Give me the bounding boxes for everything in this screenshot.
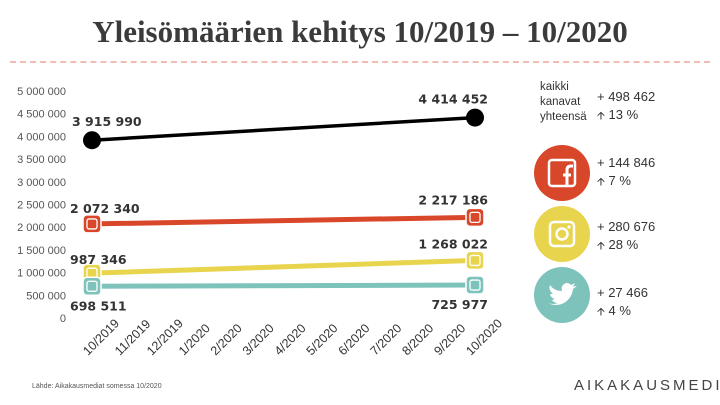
twitter-percent: 4 % xyxy=(608,303,631,318)
up-arrow-icon: 🡩 xyxy=(597,306,605,318)
y-tick-label: 5 000 000 xyxy=(17,86,66,98)
total-summary: kaikki kanavat yhteensä xyxy=(540,80,640,125)
data-label-start: 3 915 990 xyxy=(72,114,142,129)
data-label-start: 987 346 xyxy=(70,252,127,267)
data-label-end: 725 977 xyxy=(431,297,488,312)
up-arrow-icon: 🡩 xyxy=(597,110,605,122)
marker-glyph-facebook xyxy=(86,218,98,230)
x-tick-label: 5/2020 xyxy=(304,321,341,358)
up-arrow-icon: 🡩 xyxy=(597,176,605,188)
series-line-instagram xyxy=(89,257,478,276)
y-tick-label: 1 000 000 xyxy=(17,268,66,280)
series-point-twitter xyxy=(82,276,102,297)
data-label-end: 4 414 452 xyxy=(418,92,488,107)
title-separator xyxy=(10,61,710,63)
series-point-facebook xyxy=(465,207,485,228)
y-tick-label: 4 500 000 xyxy=(17,109,66,121)
facebook-stat: + 144 846 🡩 7 % xyxy=(597,154,655,191)
x-tick-label: 7/2020 xyxy=(367,321,404,358)
marker-glyph-instagram xyxy=(469,254,481,267)
x-tick-label: 8/2020 xyxy=(399,321,436,358)
series-point-twitter xyxy=(465,275,485,295)
data-label-start: 2 072 340 xyxy=(70,201,140,216)
series-point-total xyxy=(83,131,101,150)
y-tick-label: 2 500 000 xyxy=(17,200,66,212)
total-change: + 498 462 xyxy=(597,89,656,104)
x-tick-label: 4/2020 xyxy=(272,321,309,358)
series-line-facebook xyxy=(89,214,478,227)
total-stat: + 498 462 🡩 13 % xyxy=(597,88,655,125)
instagram-stat: + 280 676 🡩 28 % xyxy=(597,218,655,255)
series-point-instagram xyxy=(465,250,485,271)
twitter-stat: + 27 466 🡩 4 % xyxy=(597,284,648,321)
y-tick-label: 4 000 000 xyxy=(17,131,66,143)
instagram-icon xyxy=(534,206,590,262)
y-tick-label: 0 xyxy=(60,313,66,325)
y-tick-label: 3 000 000 xyxy=(17,177,66,189)
series-point-total xyxy=(466,108,484,127)
x-tick-label: 2/2020 xyxy=(208,321,245,358)
y-tick-label: 3 500 000 xyxy=(17,154,66,166)
summary-label-line: kanavat xyxy=(540,96,581,108)
summary-label-line: kaikki xyxy=(540,81,569,93)
brand-logo: AIKAKAUSMEDIA xyxy=(574,377,720,394)
series-line-total xyxy=(90,115,477,142)
x-tick-label: 9/2020 xyxy=(431,321,468,358)
marker-glyph-twitter xyxy=(86,280,98,292)
facebook-change: + 144 846 xyxy=(597,155,656,170)
y-tick-label: 500 000 xyxy=(26,290,66,302)
facebook-percent: 7 % xyxy=(608,173,631,188)
marker-glyph-twitter xyxy=(469,279,481,291)
instagram-percent: 28 % xyxy=(608,237,639,252)
data-label-end: 1 268 022 xyxy=(418,236,488,251)
series-line-twitter xyxy=(89,282,478,289)
series-point-facebook xyxy=(82,214,102,234)
x-tick-label: 6/2020 xyxy=(336,321,373,358)
summary-label-line: yhteensä xyxy=(540,111,587,123)
x-tick-label: 10/2020 xyxy=(463,316,505,358)
twitter-change: + 27 466 xyxy=(597,285,648,300)
source-note: Lähde: Aikakausmediat somessa 10/2020 xyxy=(32,383,162,390)
data-label-end: 2 217 186 xyxy=(418,192,488,207)
instagram-change: + 280 676 xyxy=(597,219,656,234)
facebook-icon xyxy=(534,145,590,201)
data-label-start: 698 511 xyxy=(70,298,127,313)
x-tick-label: 3/2020 xyxy=(240,321,277,358)
total-percent: 13 % xyxy=(608,107,639,122)
y-tick-label: 1 500 000 xyxy=(17,245,66,257)
up-arrow-icon: 🡩 xyxy=(597,240,605,252)
twitter-icon xyxy=(534,267,590,323)
marker-glyph-facebook xyxy=(469,211,481,223)
y-tick-label: 2 000 000 xyxy=(17,222,66,234)
chart-title: Yleisömäärien kehitys 10/2019 – 10/2020 xyxy=(92,14,628,49)
